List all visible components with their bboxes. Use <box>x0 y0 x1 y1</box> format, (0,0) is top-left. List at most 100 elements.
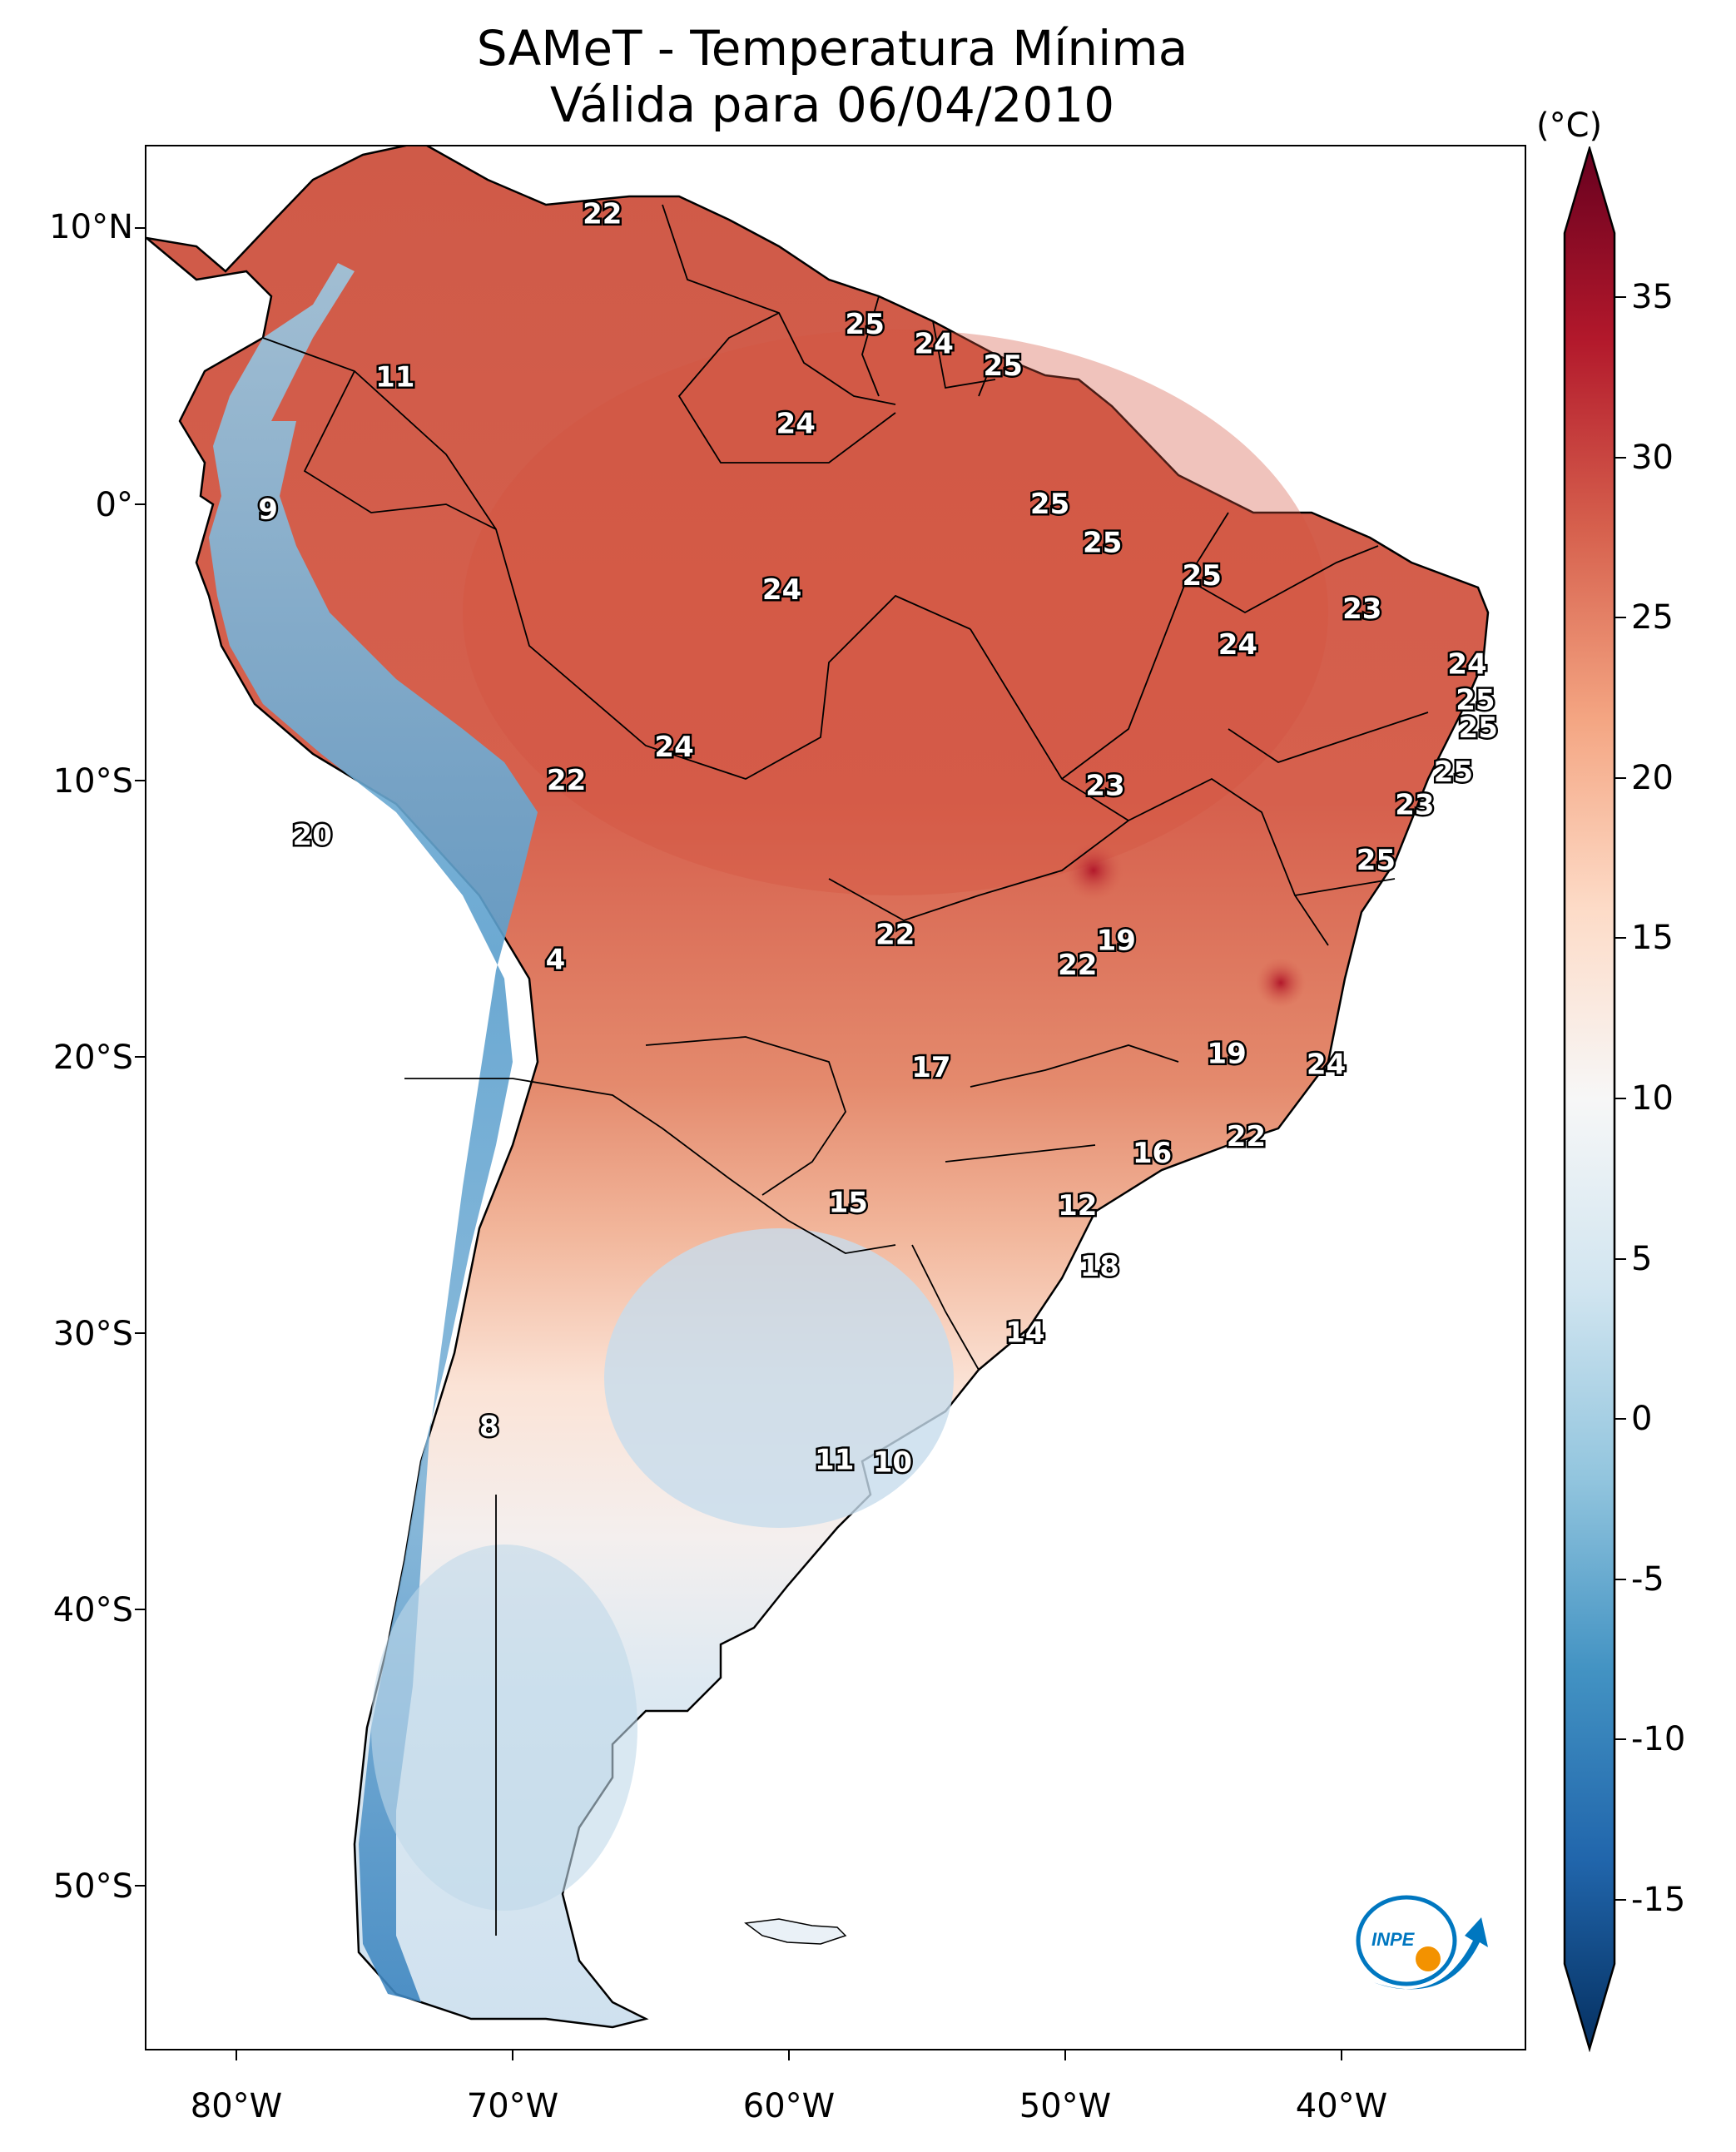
temperature-label: 25 <box>846 308 885 341</box>
lon-label-70w: 70°W <box>466 2087 559 2125</box>
temperature-label: 24 <box>1307 1049 1346 1082</box>
andes-cold-region <box>209 263 538 2002</box>
map-panel: 22 25 24 25 11 24 9 25 25 25 24 23 24 24 25 25 24 22 25 23 2… <box>145 145 1526 2050</box>
lon-tick <box>236 2050 237 2060</box>
lat-label-40s: 40°S <box>52 1591 133 1629</box>
lat-tick <box>135 1056 145 1058</box>
colorbar-tick <box>1614 937 1626 939</box>
colorbar-tick <box>1614 1579 1626 1580</box>
chart-subtitle: Válida para 06/04/2010 <box>549 77 1115 133</box>
colorbar-tick-label: 5 <box>1631 1240 1653 1278</box>
temperature-label: 22 <box>1058 949 1097 982</box>
colorbar-tick-label: 10 <box>1631 1079 1674 1118</box>
hotspot-central <box>1064 840 1123 900</box>
colorbar <box>1563 146 1616 2052</box>
country-borders <box>262 204 1429 1936</box>
colorbar-tick <box>1614 1258 1626 1260</box>
pampas-cool-region <box>604 1228 954 1528</box>
lon-tick <box>1341 2050 1342 2060</box>
temperature-label: 8 <box>479 1410 499 1443</box>
lat-label-0: 0° <box>95 486 133 524</box>
temperature-label: 19 <box>1207 1037 1246 1070</box>
temperature-label: 17 <box>911 1051 950 1084</box>
temperature-label: 25 <box>1357 844 1396 877</box>
temperature-label: 22 <box>1227 1120 1266 1153</box>
temperature-label: 20 <box>293 819 332 852</box>
colorbar-tick <box>1614 777 1626 779</box>
temperature-label: 24 <box>915 328 954 361</box>
lon-label-60w: 60°W <box>742 2087 836 2125</box>
colorbar-tick <box>1614 1899 1626 1901</box>
lon-tick <box>1064 2050 1066 2060</box>
lat-tick <box>135 780 145 781</box>
colorbar-unit: (°C) <box>1536 107 1603 145</box>
temperature-label: 18 <box>1080 1250 1119 1283</box>
lat-label-10n: 10°N <box>49 208 133 246</box>
temperature-label: 9 <box>258 493 278 527</box>
temperature-label: 24 <box>776 408 816 441</box>
lon-label-80w: 80°W <box>190 2087 283 2125</box>
chart-title: SAMeT - Temperatura Mínima <box>476 20 1188 77</box>
colorbar-tick <box>1614 1098 1626 1099</box>
colorbar-tick-label: -5 <box>1631 1560 1664 1599</box>
lon-tick <box>512 2050 513 2060</box>
temperature-label: 10 <box>873 1446 912 1480</box>
colorbar-tick <box>1614 296 1626 298</box>
hotspot-southeast <box>1256 958 1306 1008</box>
lon-tick <box>788 2050 790 2060</box>
temperature-label: 15 <box>829 1187 868 1220</box>
temperature-label: 24 <box>1447 647 1486 681</box>
temperature-label: 24 <box>654 731 693 764</box>
temperature-label: 25 <box>1456 684 1495 717</box>
temperature-label: 25 <box>984 350 1023 383</box>
temperature-label: 25 <box>1083 526 1122 559</box>
inpe-logo: INPE <box>1356 1895 1488 1990</box>
colorbar-tick-label: 20 <box>1631 759 1674 797</box>
lat-tick <box>135 1332 145 1334</box>
temperature-label: 25 <box>1434 756 1473 789</box>
temperature-label: 22 <box>547 764 586 797</box>
amazon-warm-region <box>463 330 1328 895</box>
colorbar-tick <box>1614 1738 1626 1740</box>
lat-tick <box>135 1609 145 1610</box>
temperature-label: 25 <box>1030 488 1069 521</box>
temperature-label: 4 <box>546 944 566 977</box>
temperature-label: 14 <box>1005 1316 1044 1350</box>
colorbar-tick-label: -10 <box>1631 1720 1686 1758</box>
temperature-label: 25 <box>1183 559 1222 593</box>
temperature-label: 16 <box>1133 1137 1172 1170</box>
lat-tick <box>135 503 145 505</box>
lon-label-40w: 40°W <box>1295 2087 1388 2125</box>
temperature-label: 24 <box>1218 628 1257 662</box>
temperature-label: 22 <box>875 919 915 952</box>
lon-label-50w: 50°W <box>1019 2087 1112 2125</box>
lat-label-10s: 10°S <box>52 762 133 801</box>
temperature-label: 22 <box>583 198 622 231</box>
temperature-label: 19 <box>1097 924 1136 957</box>
lat-tick <box>135 227 145 229</box>
colorbar-tick-label: 25 <box>1631 598 1674 637</box>
colorbar-tick-label: 30 <box>1631 439 1674 477</box>
lat-tick <box>135 1885 145 1887</box>
temperature-label: 24 <box>762 573 801 607</box>
temperature-label: 25 <box>1459 712 1498 745</box>
colorbar-tick-label: 0 <box>1631 1400 1653 1438</box>
lat-label-20s: 20°S <box>52 1039 133 1077</box>
temperature-label: 12 <box>1058 1189 1097 1222</box>
colorbar-tick <box>1614 1418 1626 1420</box>
temperature-label: 23 <box>1395 789 1434 822</box>
colorbar-tick-label: 35 <box>1631 278 1674 316</box>
temperature-label: 11 <box>815 1443 854 1476</box>
temperature-label: 23 <box>1342 593 1381 626</box>
temperature-label: 23 <box>1085 770 1124 803</box>
colorbar-tick <box>1614 457 1626 459</box>
logo-text: INPE <box>1371 1929 1416 1950</box>
lat-label-50s: 50°S <box>52 1867 133 1906</box>
temperature-label: 11 <box>375 360 414 394</box>
falkland-islands <box>744 1918 847 1945</box>
lat-label-30s: 30°S <box>52 1315 133 1353</box>
colorbar-tick <box>1614 617 1626 618</box>
patagonia-cool-region <box>371 1545 637 1911</box>
